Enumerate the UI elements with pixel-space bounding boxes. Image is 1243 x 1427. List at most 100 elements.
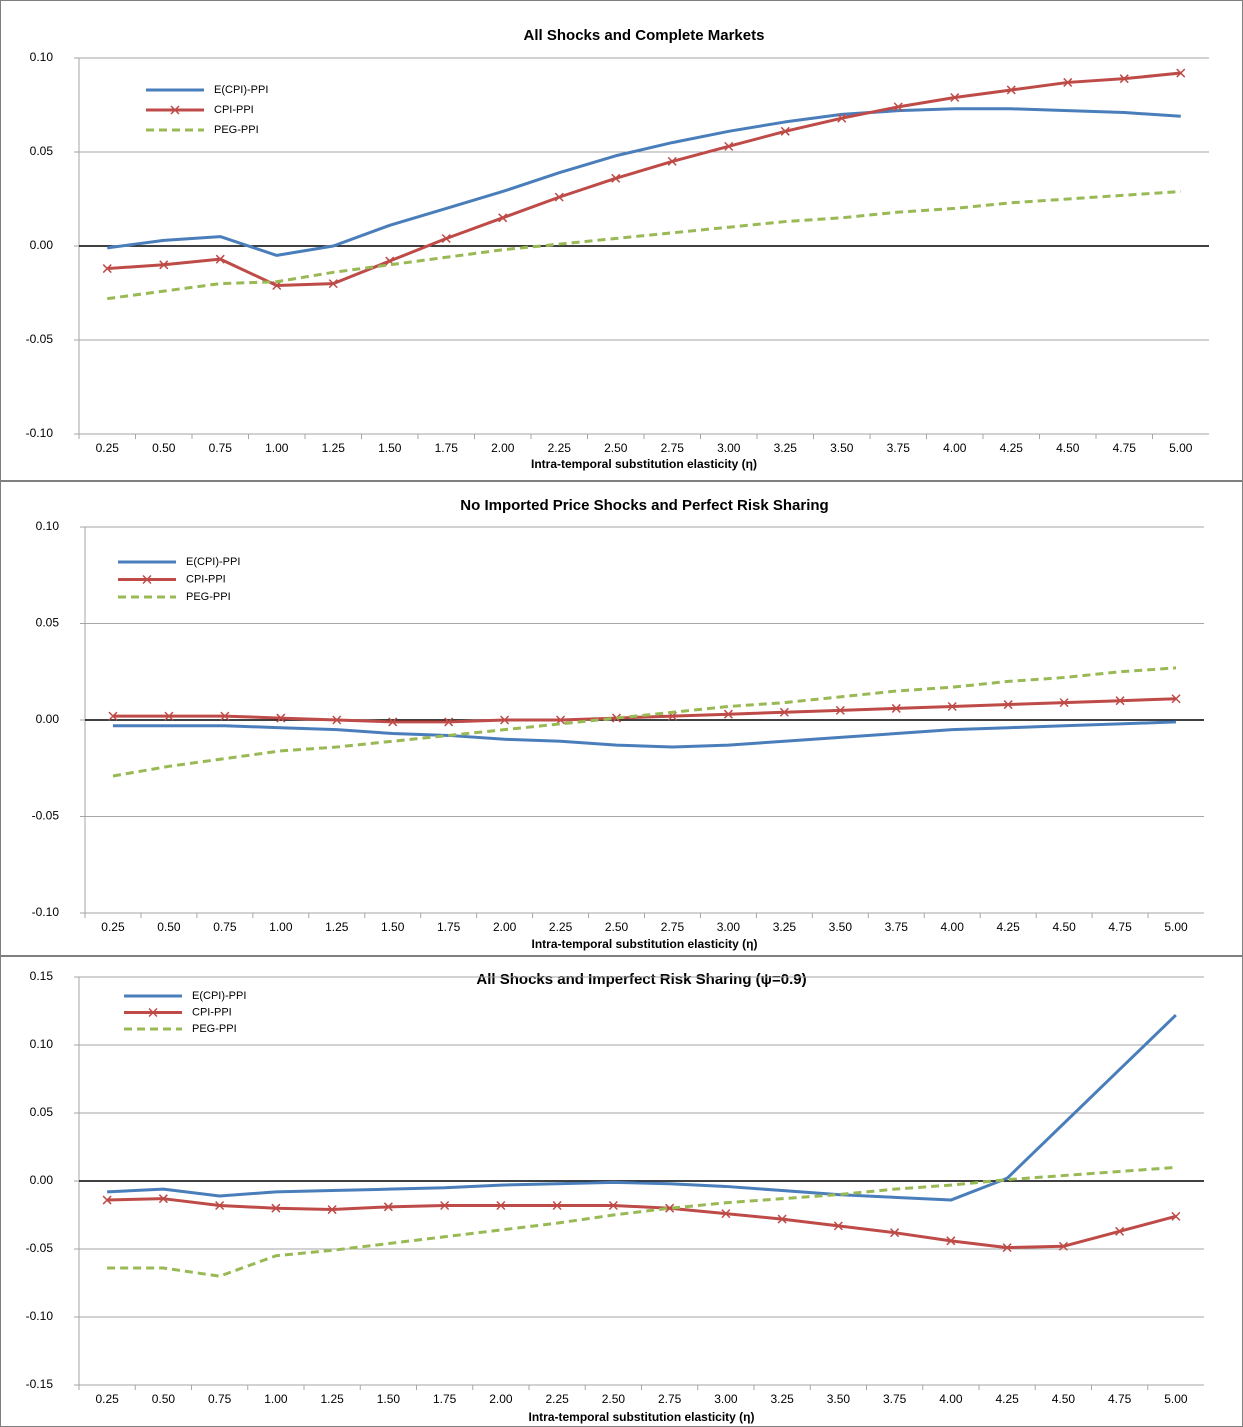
x-tick-label: 1.75: [435, 441, 459, 455]
marker: [332, 715, 342, 725]
x-tick-label: 0.50: [152, 441, 176, 455]
x-tick-label: 4.00: [943, 441, 967, 455]
marker: [383, 1202, 393, 1212]
marker: [498, 213, 508, 223]
x-tick-label: 1.00: [269, 920, 293, 934]
marker: [1171, 1211, 1181, 1221]
series-line: [107, 1165, 1176, 1278]
y-tick-label: -0.05: [26, 332, 54, 346]
x-tick-label: 0.25: [96, 441, 120, 455]
legend-label: PEG-PPI: [186, 591, 231, 603]
marker: [946, 1236, 956, 1246]
y-tick-label: -0.10: [32, 905, 60, 919]
y-tick-label: 0.05: [30, 144, 54, 158]
y-tick-label: 0.05: [30, 1105, 54, 1119]
marker: [665, 1203, 675, 1213]
x-tick-label: 0.25: [95, 1392, 119, 1406]
y-tick-label: -0.15: [26, 1377, 54, 1391]
x-tick-label: 3.25: [770, 1392, 794, 1406]
x-tick-label: 1.50: [377, 1392, 401, 1406]
marker: [837, 113, 847, 123]
marker: [272, 280, 282, 291]
x-tick-label: 1.25: [320, 1392, 344, 1406]
x-tick-label: 4.25: [1000, 441, 1024, 455]
x-tick-label: 3.25: [773, 920, 797, 934]
x-tick-label: 1.75: [433, 1392, 457, 1406]
marker: [1063, 77, 1073, 87]
y-tick-label: -0.10: [26, 1309, 54, 1323]
y-tick-label: 0.15: [30, 969, 54, 983]
marker: [1115, 1226, 1125, 1236]
y-tick-label: 0.10: [30, 50, 54, 64]
marker: [779, 707, 789, 717]
marker: [777, 1214, 787, 1224]
x-tick-label: 1.50: [381, 920, 405, 934]
marker: [950, 92, 960, 103]
x-tick-label: 2.75: [661, 441, 685, 455]
marker: [1176, 68, 1186, 78]
marker: [608, 1200, 618, 1211]
legend-label: CPI-PPI: [186, 573, 226, 585]
x-tick-label: 3.75: [883, 1392, 907, 1406]
series-line: [112, 666, 1177, 778]
x-tick-label: 2.50: [604, 441, 628, 455]
legend-marker: [148, 1007, 158, 1018]
x-tick-label: 5.00: [1164, 1392, 1188, 1406]
marker: [215, 1200, 225, 1211]
legend-label: CPI-PPI: [214, 104, 254, 116]
marker: [1002, 1243, 1012, 1253]
x-tick-label: 0.50: [152, 1392, 176, 1406]
x-tick-label: 5.00: [1164, 920, 1188, 934]
marker: [220, 711, 230, 721]
marker: [721, 1209, 731, 1219]
x-tick-label: 5.00: [1169, 441, 1193, 455]
x-tick-label: 1.25: [325, 920, 349, 934]
marker: [444, 717, 454, 727]
marker: [1119, 74, 1129, 84]
marker: [164, 711, 174, 721]
x-tick-label: 4.50: [1056, 441, 1080, 455]
x-tick-label: 1.00: [265, 441, 289, 455]
chart-title: No Imported Price Shocks and Perfect Ris…: [460, 497, 828, 514]
x-axis-label: Intra-temporal substitution elasticity (…: [528, 1410, 754, 1424]
x-tick-label: 2.00: [493, 920, 517, 934]
y-tick-label: -0.05: [32, 809, 60, 823]
x-tick-label: 3.00: [714, 1392, 738, 1406]
x-tick-label: 3.50: [827, 1392, 851, 1406]
marker: [388, 717, 398, 727]
series-line: [107, 107, 1181, 257]
x-tick-label: 1.00: [264, 1392, 288, 1406]
marker: [891, 703, 901, 713]
x-tick-label: 3.75: [885, 920, 909, 934]
marker: [833, 1221, 843, 1231]
x-tick-label: 4.75: [1108, 1392, 1132, 1406]
marker: [496, 1200, 506, 1211]
panel: [0, 956, 1243, 1427]
x-tick-label: 4.25: [995, 1392, 1019, 1406]
marker: [271, 1203, 281, 1213]
x-tick-label: 2.50: [605, 920, 629, 934]
marker: [554, 192, 564, 202]
x-axis-label: Intra-temporal substitution elasticity (…: [531, 937, 757, 951]
legend-label: E(CPI)-PPI: [214, 84, 268, 96]
marker: [1006, 85, 1016, 95]
y-tick-label: 0.00: [36, 712, 60, 726]
x-tick-label: 1.50: [378, 441, 402, 455]
marker: [611, 173, 621, 183]
x-tick-label: 2.50: [602, 1392, 626, 1406]
legend-marker: [142, 574, 152, 585]
series-line: [112, 720, 1177, 749]
marker: [667, 156, 677, 166]
marker: [893, 102, 903, 112]
marker: [440, 1200, 450, 1211]
marker: [102, 1195, 112, 1205]
panel: [0, 0, 1243, 481]
marker: [1115, 696, 1125, 706]
x-tick-label: 2.00: [491, 441, 515, 455]
x-tick-label: 4.50: [1052, 1392, 1076, 1406]
marker: [1171, 694, 1181, 704]
marker: [552, 1200, 562, 1211]
x-tick-label: 2.25: [548, 441, 572, 455]
